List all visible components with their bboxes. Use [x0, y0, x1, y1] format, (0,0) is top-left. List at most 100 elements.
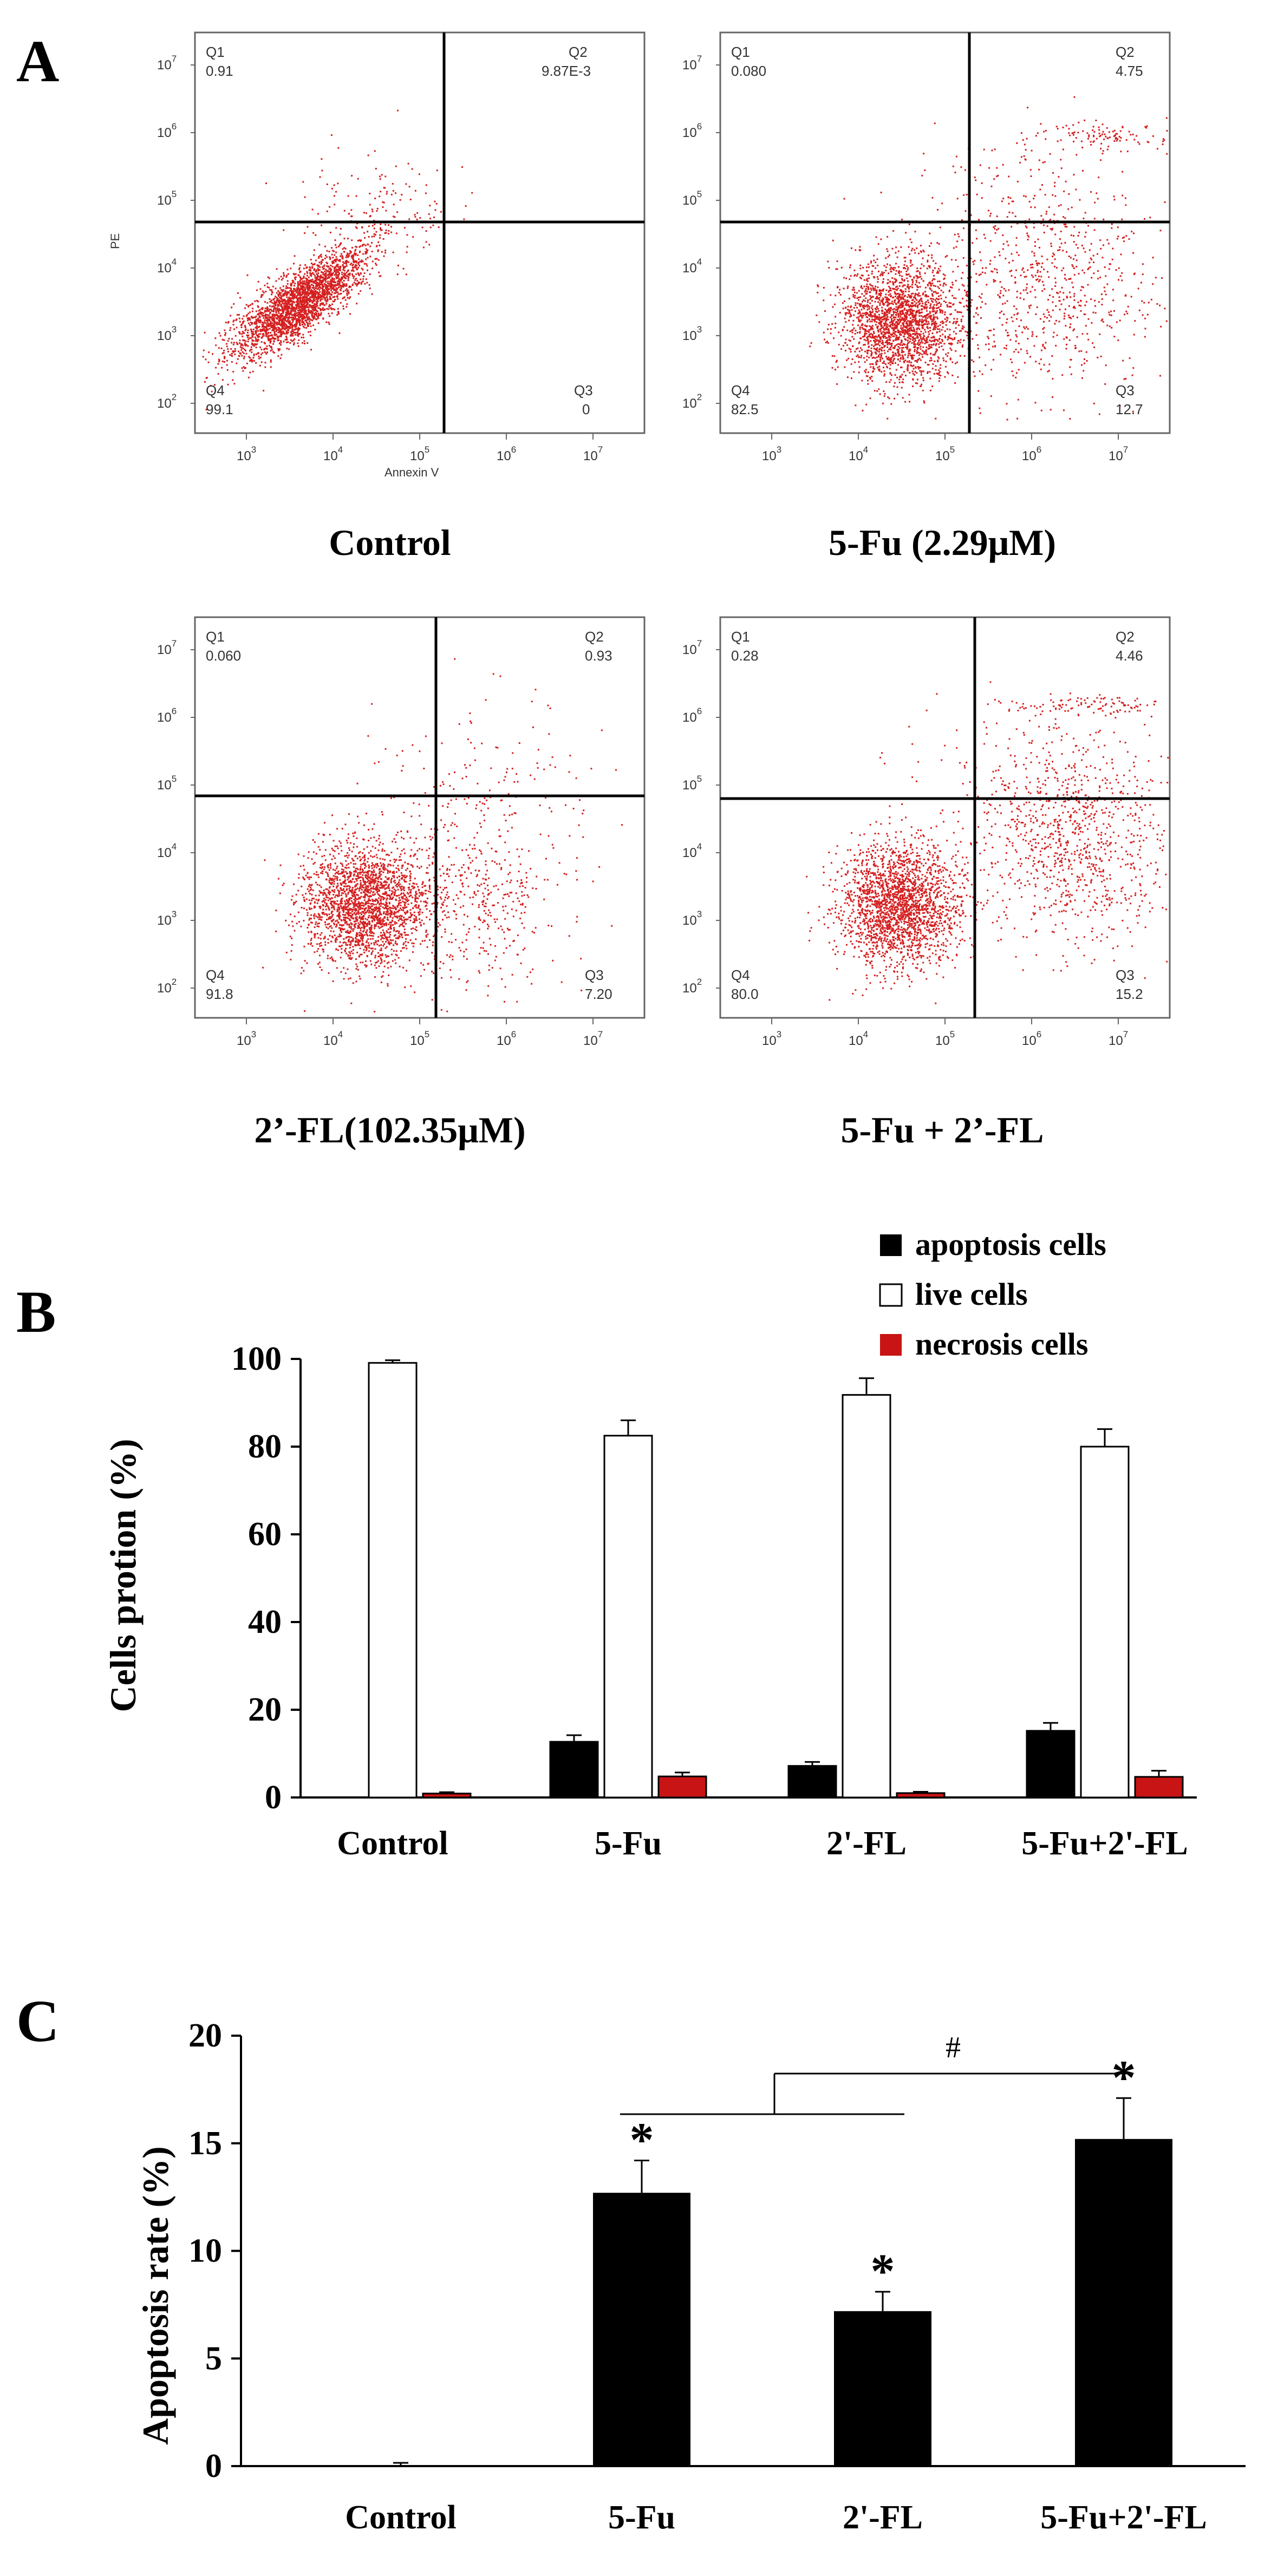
- event-dot: [922, 326, 924, 328]
- event-dot: [301, 310, 303, 312]
- event-dot: [918, 271, 921, 273]
- event-dot: [291, 283, 292, 285]
- event-dot: [877, 331, 879, 333]
- event-dot: [262, 326, 264, 328]
- event-dot: [903, 351, 905, 353]
- event-dot: [238, 317, 240, 319]
- event-dot: [301, 320, 303, 322]
- event-dot: [912, 321, 915, 323]
- event-dot: [328, 288, 330, 290]
- event-dot: [903, 319, 905, 321]
- event-dot: [318, 282, 321, 284]
- event-dot: [344, 273, 347, 275]
- event-dot: [904, 319, 906, 322]
- event-dot: [850, 351, 852, 353]
- event-dot: [252, 343, 254, 345]
- event-dot: [359, 265, 361, 267]
- event-dot: [865, 369, 867, 371]
- event-dot: [364, 244, 367, 246]
- event-dot: [885, 310, 888, 312]
- event-dot: [885, 381, 888, 383]
- event-dot: [925, 315, 927, 317]
- event-dot: [892, 335, 894, 337]
- event-dot: [365, 252, 367, 254]
- event-dot: [881, 306, 883, 309]
- event-dot: [885, 327, 887, 329]
- event-dot: [406, 234, 408, 236]
- event-dot: [320, 281, 322, 283]
- event-dot: [307, 318, 309, 320]
- event-dot: [934, 321, 936, 323]
- event-dot: [310, 299, 312, 301]
- event-dot: [307, 322, 309, 324]
- event-dot: [911, 264, 914, 266]
- event-dot: [889, 343, 891, 345]
- event-dot: [871, 307, 873, 309]
- event-dot: [948, 302, 950, 304]
- event-dot: [275, 308, 277, 310]
- event-dot: [903, 298, 905, 300]
- event-dot: [933, 304, 935, 306]
- event-dot: [357, 254, 359, 256]
- event-dot: [917, 270, 919, 272]
- event-dot: [313, 291, 315, 293]
- event-dot: [915, 313, 917, 316]
- event-dot: [282, 323, 284, 325]
- event-dot: [898, 272, 900, 274]
- event-dot: [855, 404, 857, 407]
- event-dot: [243, 357, 245, 359]
- event-dot: [316, 288, 318, 290]
- event-dot: [312, 285, 314, 286]
- event-dot: [280, 315, 282, 317]
- event-dot: [883, 331, 885, 334]
- event-dot: [317, 297, 320, 299]
- event-dot: [908, 342, 910, 344]
- event-dot: [910, 296, 912, 298]
- event-dot: [924, 319, 926, 321]
- event-dot: [855, 302, 857, 304]
- event-dot: [349, 253, 350, 255]
- event-dot: [295, 310, 297, 312]
- event-dot: [242, 347, 244, 349]
- event-dot: [321, 266, 323, 268]
- event-dot: [931, 332, 934, 335]
- event-dot: [390, 226, 393, 228]
- event-dot: [925, 337, 928, 339]
- event-dot: [373, 227, 375, 230]
- event-dot: [296, 324, 298, 326]
- event-dot: [307, 285, 309, 287]
- event-dot: [336, 287, 338, 290]
- event-dot: [894, 308, 895, 310]
- event-dot: [425, 184, 427, 186]
- event-dot: [909, 350, 911, 352]
- event-dot: [897, 301, 899, 303]
- event-dot: [916, 320, 918, 322]
- event-dot: [917, 346, 920, 349]
- event-dot: [328, 291, 330, 293]
- event-dot: [304, 296, 306, 298]
- event-dot: [910, 313, 912, 315]
- event-dot: [299, 316, 302, 318]
- event-dot: [371, 293, 373, 295]
- event-dot: [285, 330, 288, 332]
- event-dot: [320, 260, 322, 263]
- event-dot: [901, 387, 903, 389]
- event-dot: [414, 215, 416, 218]
- event-dot: [921, 318, 923, 321]
- event-dot: [311, 314, 313, 316]
- event-dot: [304, 311, 305, 313]
- event-dot: [927, 299, 929, 302]
- event-dot: [286, 309, 288, 311]
- event-dot: [356, 285, 358, 287]
- event-dot: [957, 265, 959, 267]
- event-dot: [915, 302, 917, 304]
- event-dot: [920, 338, 922, 339]
- event-dot: [875, 291, 877, 293]
- event-dot: [876, 296, 878, 298]
- event-dot: [275, 287, 277, 290]
- event-dot: [290, 267, 292, 270]
- flow-plot-control: Q1 0.91 Q2 9.87E-3 Q4 99.1 Q3 0 10210310…: [157, 31, 646, 463]
- event-dot: [936, 317, 938, 319]
- event-dot: [357, 261, 360, 264]
- event-dot: [885, 298, 888, 300]
